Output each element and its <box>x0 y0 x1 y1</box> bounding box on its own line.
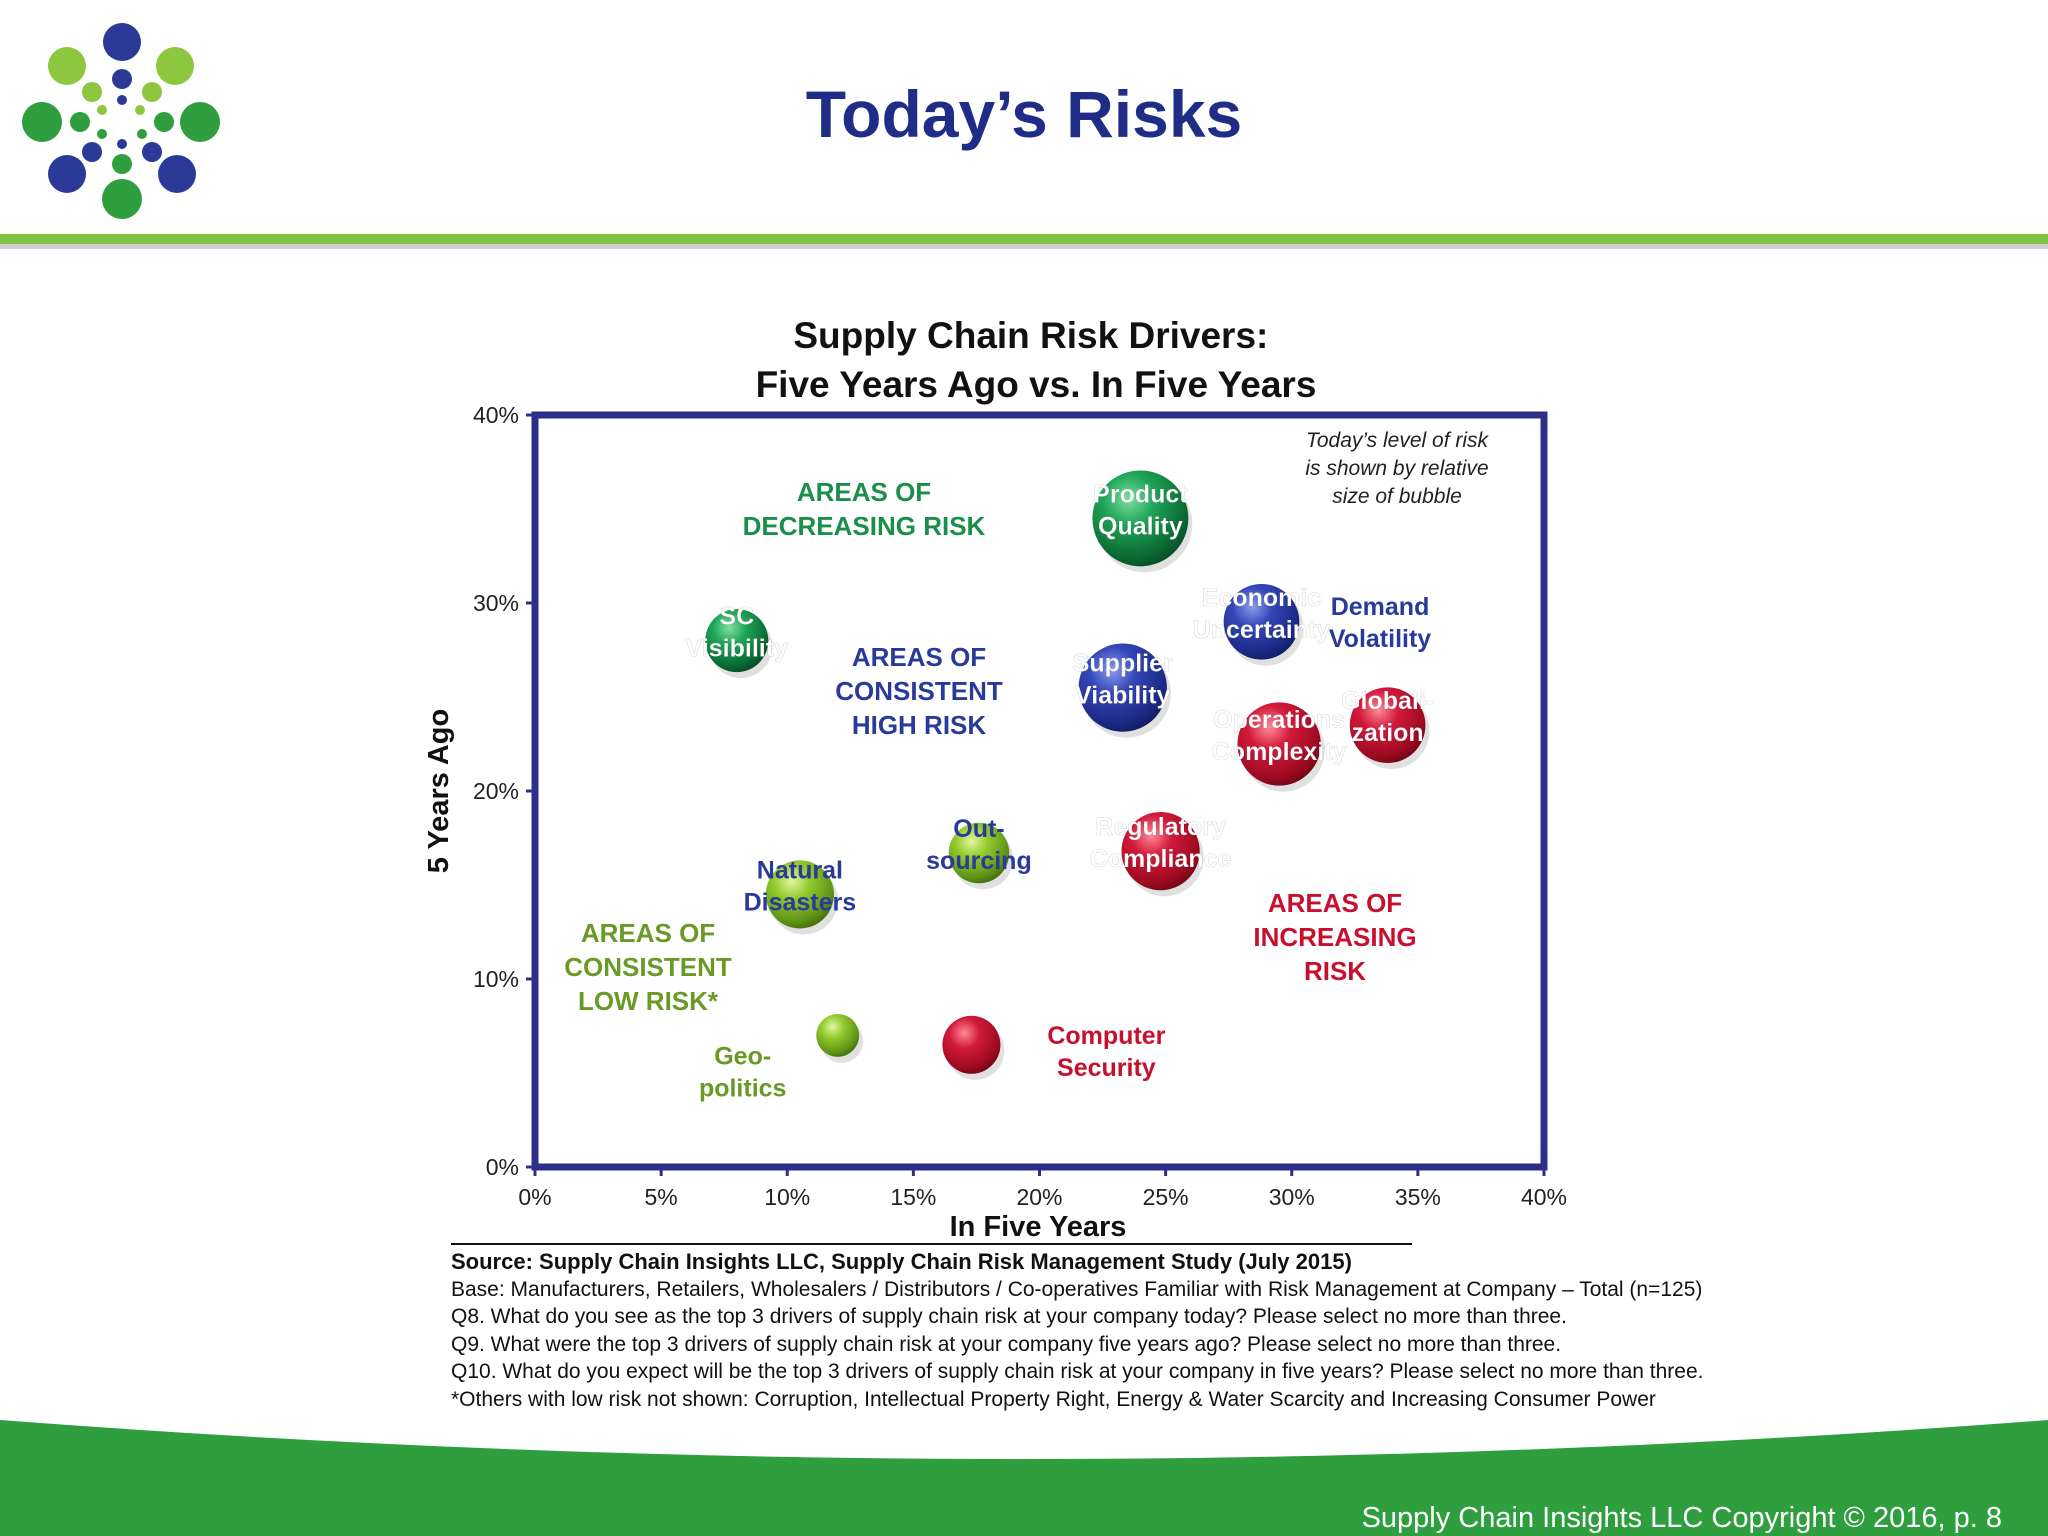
x-tick-label: 0% <box>518 1184 551 1210</box>
bubble-regulatory-compliance <box>1121 812 1200 891</box>
chart-axes: 0% 5% 10% 15% 20% 25% 30% 35% 40% 0% 10% 20% 30% 40% <box>473 402 1567 1210</box>
bubble-label-natural-disasters: Natural Disasters <box>744 856 857 916</box>
y-tick-label: 30% <box>473 590 519 616</box>
chart-title: Supply Chain Risk Drivers: Five Years Ag… <box>756 315 1317 405</box>
header-divider-shadow <box>0 244 2048 249</box>
bubble-computer-security <box>942 1015 1001 1074</box>
bubble-natural-disasters <box>765 860 834 929</box>
y-tick-label: 10% <box>473 966 519 992</box>
base-line: Base: Manufacturers, Retailers, Wholesal… <box>451 1277 1703 1301</box>
x-tick-label: 15% <box>890 1184 936 1210</box>
x-tick-label: 5% <box>645 1184 678 1210</box>
source-line: Source: Supply Chain Insights LLC, Suppl… <box>451 1249 1352 1274</box>
bubble-operations-complexity <box>1237 702 1321 786</box>
x-tick-label: 35% <box>1395 1184 1441 1210</box>
bubble-product-quality <box>1092 470 1189 567</box>
bubble-geo-politics <box>816 1013 860 1057</box>
question-q10: Q10. What do you expect will be the top … <box>451 1360 1704 1383</box>
y-tick-label: 20% <box>473 778 519 804</box>
x-tick-label: 30% <box>1269 1184 1315 1210</box>
question-q9: Q9. What were the top 3 drivers of suppl… <box>451 1332 1562 1356</box>
x-tick-label: 10% <box>764 1184 810 1210</box>
y-tick-label: 40% <box>473 402 519 428</box>
bubble-label-sc-visibility: SC Visibility <box>686 603 788 663</box>
bubble-label-economic-uncertainty: Economic Uncertainty <box>1193 584 1331 644</box>
bubble-label-operations-complexity: Operations Complexity <box>1212 706 1347 766</box>
bubble-label-product-quality: Product Quality <box>1093 480 1188 540</box>
bubble-label-globali-zation: Globali-zation <box>1341 687 1434 747</box>
footnote-others: *Others with low risk not shown: Corrupt… <box>451 1387 1656 1411</box>
bubble-supplier-viability <box>1078 643 1167 732</box>
bubble-label-geo-politics: Geo-politics <box>699 1042 787 1102</box>
company-logo-icon <box>22 23 220 219</box>
slide-header <box>0 0 2048 236</box>
zone-label-3: AREAS OF INCREASING RISK <box>1253 888 1416 986</box>
bubble-size-note: Today’s level of risk is shown by relativ… <box>1305 429 1489 508</box>
bubble-label-demand-volatility: Demand Volatility <box>1329 593 1431 653</box>
zone-label-2: AREAS OF CONSISTENT HIGH RISK <box>835 642 1003 740</box>
bubble-chart: Supply Chain Risk Drivers: Five Years Ag… <box>423 315 1567 1245</box>
bubble-globali-zation <box>1349 687 1426 764</box>
x-tick-label: 40% <box>1521 1184 1567 1210</box>
bubble-label-regulatory-compliance: Regulatory Compliance <box>1090 813 1232 873</box>
bubbles-layer: Product Quality SC Visibility Economic Uncert… <box>685 470 1434 1102</box>
zone-label-1: AREAS OF DECREASING RISK <box>743 477 986 541</box>
chart-title-line-2: Five Years Ago vs. In Five Years <box>756 364 1317 405</box>
x-axis-label: In Five Years <box>950 1211 1127 1243</box>
question-q8: Q8. What do you see as the top 3 drivers… <box>451 1305 1567 1328</box>
chart-title-line-1: Supply Chain Risk Drivers: <box>793 315 1268 356</box>
bubble-sc-visibility <box>705 609 769 673</box>
footer-band <box>0 1420 2048 1536</box>
zone-label-4: AREAS OF CONSISTENT LOW RISK* <box>564 918 732 1016</box>
slide-title: Today’s Risks <box>805 77 1243 151</box>
y-tick-label: 0% <box>486 1154 519 1180</box>
y-axis-label: 5 Years Ago <box>423 709 455 873</box>
bubble-out-sourcing <box>948 822 1010 884</box>
bubble-economic-uncertainty <box>1223 583 1300 660</box>
x-tick-label: 20% <box>1016 1184 1062 1210</box>
plot-frame <box>531 411 1548 1171</box>
header-divider <box>0 234 2048 244</box>
source-notes: Source: Supply Chain Insights LLC, Suppl… <box>451 1248 1851 1413</box>
bubble-label-computer-security: Computer Security <box>1047 1022 1165 1082</box>
bubble-size-note-text: Today’s level of risk is shown by relativ… <box>1305 429 1489 508</box>
bubble-label-out-sourcing: Out-sourcing <box>926 815 1032 875</box>
x-tick-label: 25% <box>1143 1184 1189 1210</box>
bubble-label-supplier-viability: Supplier Viability <box>1073 650 1173 710</box>
zone-labels: AREAS OF DECREASING RISK AREAS OF CONSISTEN… <box>564 477 1416 1016</box>
copyright-text: Supply Chain Insights LLC Copyright © 20… <box>1361 1502 2002 1534</box>
